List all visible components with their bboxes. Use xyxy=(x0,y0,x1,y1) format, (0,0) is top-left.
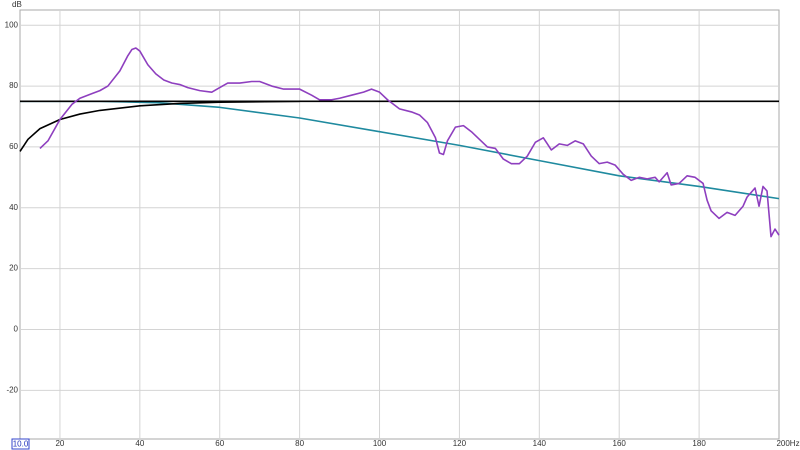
x-tick-label: 40 xyxy=(135,439,144,448)
x-tick-label: 80 xyxy=(295,439,304,448)
x-tick-label: 160 xyxy=(613,439,627,448)
x-min-box xyxy=(11,438,30,450)
x-tick-label: 60 xyxy=(215,439,224,448)
y-axis-label: dB xyxy=(12,0,22,9)
y-tick-label: 20 xyxy=(9,264,18,273)
y-tick-label: -20 xyxy=(6,385,18,394)
x-tick-label: 140 xyxy=(533,439,547,448)
series-line xyxy=(39,47,780,238)
y-tick-label: 80 xyxy=(9,81,18,90)
x-tick-label: 10.0 xyxy=(13,440,29,449)
y-tick-label: 0 xyxy=(14,325,19,334)
x-tick-label: 180 xyxy=(692,439,706,448)
series-line xyxy=(19,100,300,152)
x-tick-label: 200Hz xyxy=(776,439,799,448)
x-tick-label: 20 xyxy=(55,439,64,448)
y-tick-label: 40 xyxy=(9,203,18,212)
y-tick-label: 60 xyxy=(9,142,18,151)
x-tick-label: 120 xyxy=(453,439,467,448)
y-tick-label: 100 xyxy=(5,20,19,29)
plot-area xyxy=(19,9,780,440)
x-tick-label: 100 xyxy=(373,439,387,448)
